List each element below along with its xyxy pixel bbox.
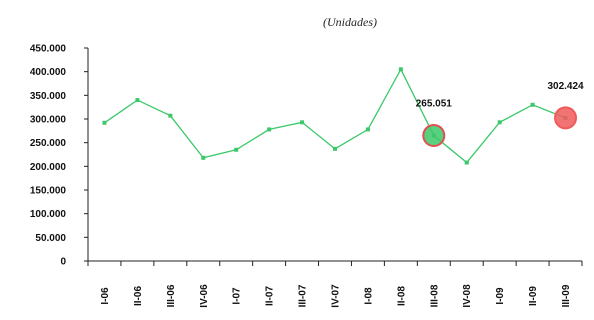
data-point	[333, 146, 337, 151]
x-tick-label: II-09	[528, 286, 539, 306]
highlight-marker	[554, 106, 578, 130]
x-tick-label: I-08	[363, 287, 374, 305]
x-tick-label: III-07	[298, 284, 309, 307]
x-tick-label: I-06	[100, 287, 111, 305]
y-tick-label: 150.000	[30, 186, 67, 197]
data-point	[234, 147, 239, 152]
y-tick-label: 300.000	[30, 115, 67, 126]
y-tick-label: 200.000	[30, 162, 67, 173]
x-tick-label: II-08	[396, 286, 407, 306]
y-tick-label: 400.000	[30, 67, 67, 78]
y-tick-label: 0	[60, 257, 66, 268]
data-point	[102, 120, 107, 125]
x-tick-label: III-09	[561, 284, 572, 307]
series-line-group	[102, 67, 568, 165]
x-tick-label: II-07	[265, 286, 276, 306]
x-tick-label: IV-07	[331, 284, 342, 308]
y-tick-label: 450.000	[30, 44, 67, 55]
data-point	[464, 160, 469, 165]
data-point	[365, 127, 370, 132]
y-tick-label: 250.000	[30, 138, 67, 149]
data-point	[300, 120, 305, 125]
data-label: 265.051	[416, 99, 453, 110]
x-tick-label: III-06	[166, 284, 177, 307]
x-tick-label: I-07	[232, 287, 243, 305]
x-tick-label: III-08	[429, 284, 440, 307]
chart-subtitle: (Unidades)	[323, 15, 377, 29]
data-point	[201, 155, 206, 160]
x-tick-label: IV-06	[199, 284, 210, 308]
data-label: 302.424	[547, 81, 584, 92]
data-point	[267, 127, 272, 132]
data-point	[135, 98, 140, 103]
y-axis: 0 50.000 100.000 150.000 200.000 250.000 300.0…	[30, 44, 89, 268]
x-axis: I-06 II-06 III-06 IV-06 I-07 II-07 III-07 IV-07…	[87, 260, 583, 308]
highlight-group: 265.051 302.424	[416, 81, 584, 148]
data-point	[168, 113, 173, 118]
x-tick-label: I-09	[495, 287, 506, 305]
highlight-marker	[422, 124, 446, 148]
data-point	[497, 120, 502, 125]
x-tick-label: IV-08	[462, 284, 473, 308]
x-tick-label: II-06	[133, 286, 144, 306]
data-point	[530, 102, 535, 107]
y-tick-label: 100.000	[30, 209, 67, 220]
y-tick-label: 350.000	[30, 91, 67, 102]
data-point	[398, 67, 403, 72]
y-tick-label: 50.000	[35, 233, 66, 244]
